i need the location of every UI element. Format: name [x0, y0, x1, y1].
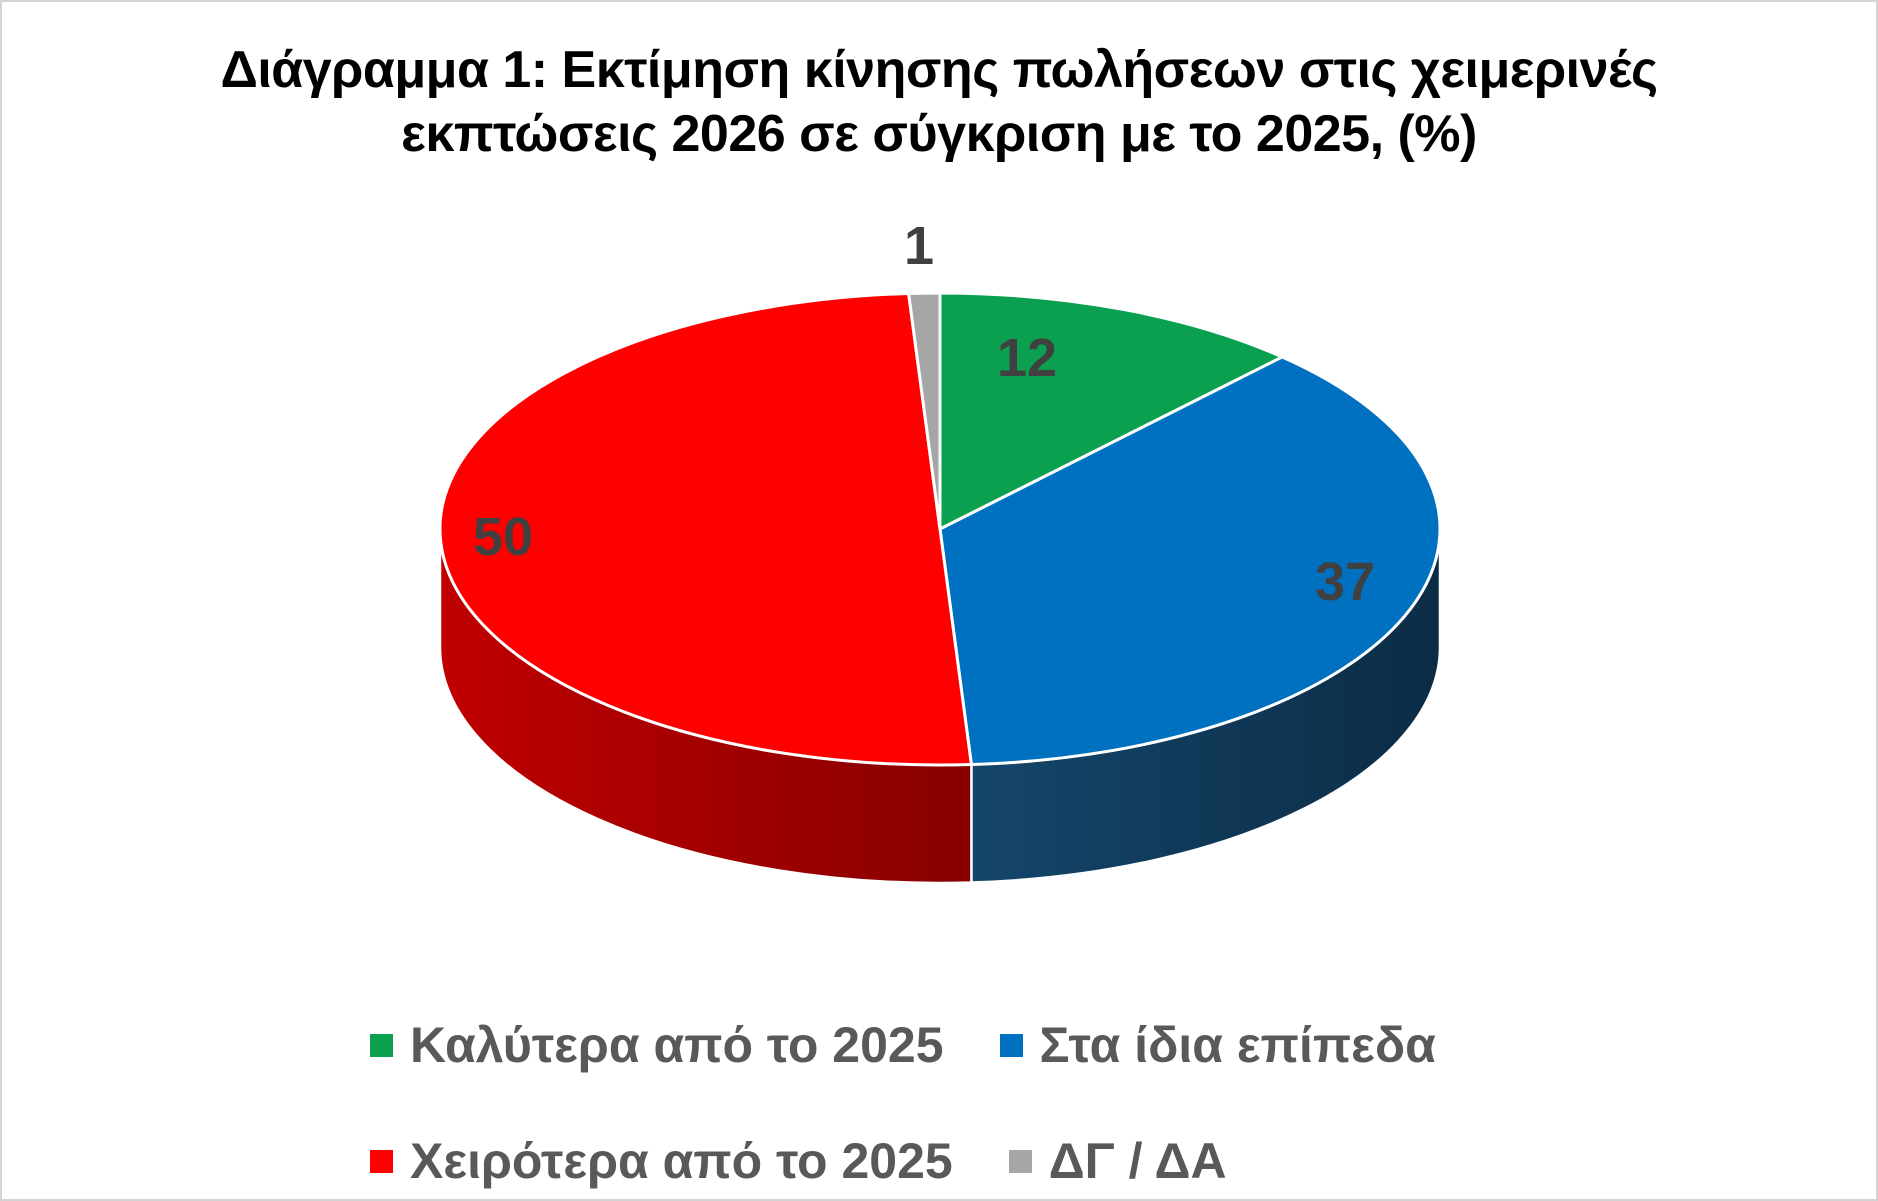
legend-item-dont-know: ΔΓ / ΔΑ: [1008, 1132, 1227, 1190]
legend-item-better: Καλύτερα από το 2025: [370, 1016, 944, 1074]
legend-swatch-blue: [999, 1033, 1023, 1057]
legend-item-worse: Χειρότερα από το 2025: [370, 1132, 953, 1190]
chart-title-line-2: εκπτώσεις 2026 σε σύγκριση με το 2025, (…: [401, 105, 1477, 163]
pie-slice-1: [938, 355, 1442, 767]
legend-row-2: Χειρότερα από το 2025 ΔΓ / ΔΑ: [370, 1132, 1436, 1190]
legend-label: Χειρότερα από το 2025: [410, 1133, 953, 1189]
legend-swatch-green: [370, 1033, 393, 1057]
legend-label: ΔΓ / ΔΑ: [1048, 1133, 1227, 1189]
legend-swatch-red: [370, 1149, 393, 1173]
chart-title-line-1: Διάγραμμα 1: Εκτίμηση κίνησης πωλήσεων σ…: [220, 41, 1658, 99]
pie-slice-2: [439, 291, 973, 767]
data-label-1: 37: [1314, 552, 1376, 612]
legend-swatch-gray: [1008, 1149, 1032, 1173]
pie-slice-0: [938, 291, 1284, 531]
legend-label: Στα ίδια επίπεδα: [1039, 1017, 1436, 1073]
data-label-3: 1: [903, 216, 935, 276]
legend-label: Καλύτερα από το 2025: [410, 1017, 944, 1073]
legend-item-same: Στα ίδια επίπεδα: [999, 1016, 1436, 1074]
pie-slice-3: [907, 291, 942, 531]
chart-title: Διάγραμμα 1: Εκτίμηση κίνησης πωλήσεων σ…: [2, 38, 1876, 166]
legend-row-1: Καλύτερα από το 2025 Στα ίδια επίπεδα: [370, 1016, 1436, 1074]
data-label-2: 50: [472, 507, 534, 567]
chart-legend: Καλύτερα από το 2025 Στα ίδια επίπεδα Χε…: [370, 1016, 1436, 1190]
data-label-0: 12: [996, 328, 1058, 388]
